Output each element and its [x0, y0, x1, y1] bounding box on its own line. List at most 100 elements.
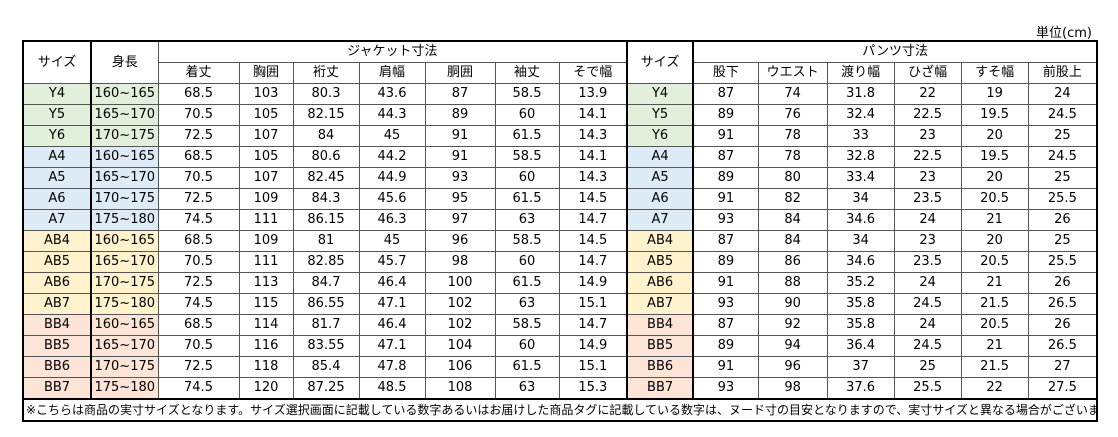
pants-cell: 20.5: [960, 314, 1029, 336]
jacket-cell: 46.3: [358, 209, 426, 231]
height-cell: 170~175: [90, 356, 159, 378]
pants-cell: 89: [692, 104, 759, 126]
jacket-cell: 114: [238, 314, 294, 336]
size-cell: AB6: [626, 272, 695, 294]
jacket-cell: 48.5: [358, 377, 426, 400]
jacket-cell: 86.15: [292, 209, 360, 231]
column-header: 渡り幅: [826, 62, 895, 84]
table-row: AB7 175~180 74.5 115 86.55 47.1 102 63 15.1 AB7 93…: [22, 293, 1098, 315]
jacket-cell: 116: [238, 335, 294, 357]
table-row: サイズ 身長 ジャケット寸法 サイズ パンツ寸法: [22, 40, 1098, 84]
pants-cell: 78: [757, 125, 828, 147]
size-cell: AB4: [22, 230, 92, 252]
jacket-cell: 13.9: [558, 83, 628, 105]
jacket-cell: 83.55: [292, 335, 360, 357]
header-cell: サイズ: [626, 40, 695, 84]
pants-cell: 74: [757, 83, 828, 105]
jacket-cell: 106: [424, 356, 496, 378]
jacket-cell: 61.5: [494, 188, 560, 210]
jacket-cell: 61.5: [494, 125, 560, 147]
pants-cell: 25.5: [893, 377, 962, 400]
height-cell: 165~170: [90, 104, 159, 126]
table-row: A6 170~175 72.5 109 84.3 45.6 95 61.5 14.5 A6 91 82…: [22, 188, 1098, 210]
pants-cell: 82: [757, 188, 828, 210]
pants-cell: 23: [893, 167, 962, 189]
size-cell: Y6: [22, 125, 92, 147]
jacket-cell: 44.9: [358, 167, 426, 189]
pants-cell: 25: [1027, 125, 1098, 147]
jacket-cell: 87: [424, 83, 496, 105]
jacket-cell: 14.5: [558, 230, 628, 252]
pants-cell: 24: [893, 314, 962, 336]
pants-cell: 93: [692, 209, 759, 231]
jacket-cell: 15.1: [558, 356, 628, 378]
size-cell: AB4: [626, 230, 695, 252]
column-header: そで幅: [558, 62, 628, 84]
jacket-cell: 14.3: [558, 125, 628, 147]
pants-cell: 24: [893, 272, 962, 294]
size-cell: A5: [22, 167, 92, 189]
jacket-cell: 72.5: [157, 356, 240, 378]
pants-cell: 20.5: [960, 251, 1029, 273]
jacket-cell: 60: [494, 104, 560, 126]
size-cell: AB7: [22, 293, 92, 315]
jacket-cell: 47.8: [358, 356, 426, 378]
pants-cell: 20: [960, 167, 1029, 189]
pants-cell: 24: [1027, 83, 1098, 105]
jacket-cell: 111: [238, 209, 294, 231]
jacket-cell: 14.7: [558, 314, 628, 336]
jacket-cell: 44.2: [358, 146, 426, 168]
jacket-cell: 72.5: [157, 125, 240, 147]
table-row: Y6 170~175 72.5 107 84 45 91 61.5 14.3 Y6 91 78 33 23…: [22, 125, 1098, 147]
jacket-cell: 45: [358, 125, 426, 147]
jacket-cell: 103: [238, 83, 294, 105]
height-cell: 165~170: [90, 251, 159, 273]
jacket-cell: 46.4: [358, 314, 426, 336]
size-cell: A4: [22, 146, 92, 168]
height-cell: 160~165: [90, 314, 159, 336]
jacket-cell: 58.5: [494, 314, 560, 336]
height-cell: 175~180: [90, 293, 159, 315]
jacket-cell: 98: [424, 251, 496, 273]
pants-cell: 21: [960, 209, 1029, 231]
table-row: BB4 160~165 68.5 114 81.7 46.4 102 58.5 14.7 BB4 8…: [22, 314, 1098, 336]
pants-cell: 25: [893, 356, 962, 378]
jacket-cell: 14.9: [558, 272, 628, 294]
column-header: すそ幅: [960, 62, 1029, 84]
jacket-cell: 115: [238, 293, 294, 315]
pants-cell: 34: [826, 230, 895, 252]
jacket-cell: 74.5: [157, 209, 240, 231]
table-row: AB4 160~165 68.5 109 81 45 96 58.5 14.5 AB4 87 84 34…: [22, 230, 1098, 252]
jacket-cell: 74.5: [157, 377, 240, 400]
column-header: 胸囲: [238, 62, 294, 84]
jacket-cell: 70.5: [157, 104, 240, 126]
pants-cell: 21.5: [960, 293, 1029, 315]
pants-cell: 89: [692, 335, 759, 357]
jacket-cell: 86.55: [292, 293, 360, 315]
pants-cell: 91: [692, 272, 759, 294]
jacket-cell: 91: [424, 125, 496, 147]
jacket-cell: 15.1: [558, 293, 628, 315]
jacket-cell: 105: [238, 104, 294, 126]
jacket-cell: 95: [424, 188, 496, 210]
size-cell: Y5: [22, 104, 92, 126]
pants-cell: 25: [1027, 167, 1098, 189]
jacket-cell: 14.1: [558, 146, 628, 168]
size-cell: BB7: [626, 377, 695, 400]
jacket-cell: 47.1: [358, 335, 426, 357]
pants-cell: 84: [757, 230, 828, 252]
jacket-cell: 46.4: [358, 272, 426, 294]
jacket-cell: 118: [238, 356, 294, 378]
jacket-cell: 45.6: [358, 188, 426, 210]
header-group: パンツ寸法: [692, 40, 1098, 63]
pants-cell: 87: [692, 146, 759, 168]
jacket-cell: 96: [424, 230, 496, 252]
size-cell: Y5: [626, 104, 695, 126]
jacket-cell: 111: [238, 251, 294, 273]
size-cell: BB6: [626, 356, 695, 378]
pants-cell: 24.5: [1027, 104, 1098, 126]
size-cell: BB7: [22, 377, 92, 400]
pants-cell: 19.5: [960, 104, 1029, 126]
jacket-cell: 109: [238, 230, 294, 252]
size-cell: A6: [22, 188, 92, 210]
